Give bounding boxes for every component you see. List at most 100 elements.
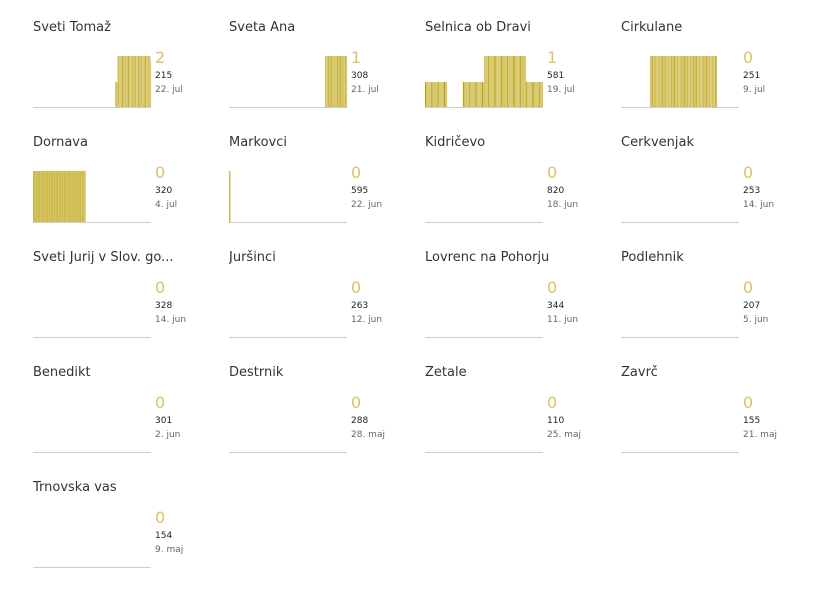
bar [537,82,539,108]
bar [141,56,143,108]
bar [679,56,680,108]
bar [492,56,494,108]
bar [432,82,434,108]
bar [344,56,345,108]
bar [124,56,126,108]
total-cases-count: 110 [547,416,564,426]
bar [119,56,121,108]
municipality-card: Cerkvenjak 0 253 14. jun [621,135,801,245]
municipality-name: Benedikt [33,365,91,380]
bar [705,56,707,108]
bar [704,56,705,108]
bar [665,56,667,108]
mini-bar-chart: 0 110 25. maj [425,393,581,453]
total-cases-count: 820 [547,186,564,196]
total-cases-count: 263 [351,301,368,311]
bar [706,56,708,108]
bar [667,56,668,108]
bar [344,56,346,108]
bar [326,56,328,108]
bar [690,56,691,108]
bar [120,56,121,108]
bar [494,56,496,108]
bar [346,56,348,108]
last-update-date: 4. jul [155,200,177,210]
bar [665,56,666,108]
bar [341,56,343,108]
bar [541,82,543,108]
total-cases-count: 288 [351,416,368,426]
bar [659,56,661,108]
bar [516,56,518,108]
bar [661,56,663,108]
last-update-date: 9. jul [743,85,765,95]
bar [327,56,328,108]
mini-bar-chart: 2 215 22. jul [33,48,183,108]
mini-bar-chart: 0 251 9. jul [621,48,765,108]
active-cases-count: 0 [743,278,753,297]
bar [536,82,538,108]
bar [528,82,530,108]
bar [689,56,690,108]
mini-bar-chart: 0 207 5. jun [621,278,768,338]
bar [122,56,124,108]
bar [148,56,150,108]
bar [659,56,660,108]
bar [535,82,537,108]
bar [337,56,338,108]
bar [142,56,144,108]
bar [653,56,655,108]
bar [119,56,120,108]
bar [655,56,657,108]
bar [515,56,517,108]
bar [85,171,86,223]
bar [707,56,709,108]
bar [144,56,146,108]
bar [338,56,339,108]
bar [668,56,670,108]
active-cases-count: 1 [351,48,361,67]
municipality-card: Trnovska vas 0 154 9. maj [33,480,213,590]
active-cases-count: 0 [351,393,361,412]
bar [684,56,686,108]
last-update-date: 12. jun [351,315,382,325]
bar [431,82,433,108]
bar [467,82,469,108]
bar [146,56,147,108]
bar [124,56,125,108]
bar [430,82,432,108]
bar [519,56,521,108]
bar [669,56,670,108]
bar [479,82,481,108]
bar [538,82,540,108]
municipality-card: Kidričevo 0 820 18. jun [425,135,605,245]
bar [116,82,118,108]
bar [531,82,533,108]
bar [437,82,439,108]
bar [671,56,672,108]
bar [129,56,131,108]
bar [475,82,477,108]
bar [694,56,696,108]
bar [140,56,142,108]
active-cases-count: 1 [547,48,557,67]
bar [341,56,342,108]
bar [527,82,529,108]
bar [326,56,327,108]
total-cases-count: 595 [351,186,368,196]
bar [688,56,689,108]
bar [687,56,688,108]
bar [115,82,116,108]
last-update-date: 21. maj [743,430,777,440]
bar [328,56,330,108]
mini-bar-chart: 0 154 9. maj [33,508,183,568]
bar [146,56,148,108]
bar [446,82,448,108]
bar [476,82,478,108]
bar [691,56,693,108]
bar [702,56,704,108]
active-cases-count: 0 [351,163,361,182]
bar [656,56,658,108]
municipality-card: Benedikt 0 301 2. jun [33,365,213,475]
mini-bar-chart: 1 308 21. jul [229,48,379,108]
